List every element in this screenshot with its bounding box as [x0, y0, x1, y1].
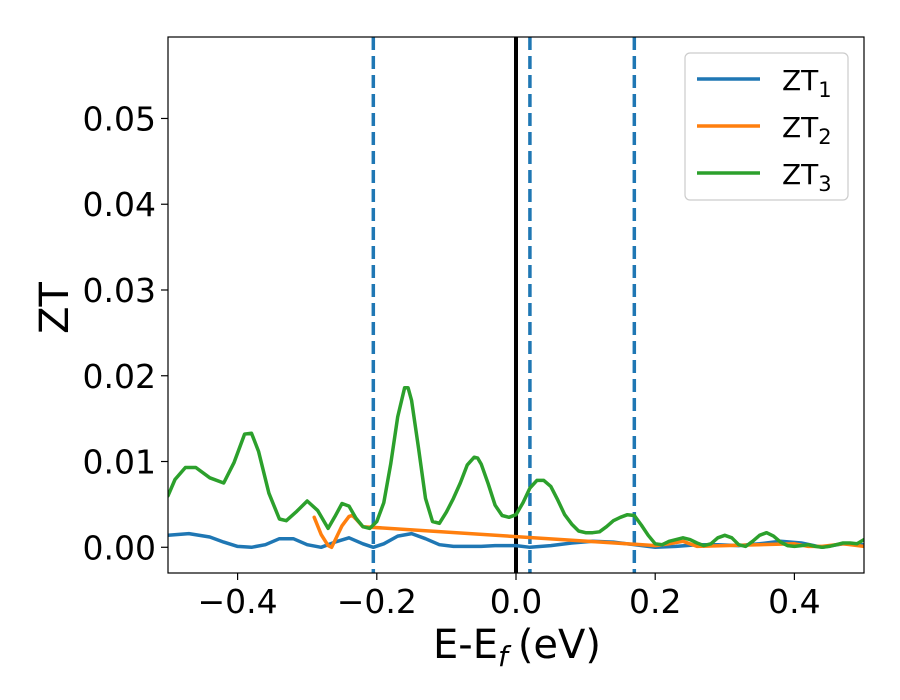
x-axis-label-unit: (eV) [518, 622, 601, 668]
y-axis-ticks: 0.00 0.01 0.02 0.03 0.04 0.05 [83, 99, 168, 567]
x-axis-ticks: −0.4 −0.2 0.0 0.2 0.4 [198, 573, 821, 621]
x-axis-label: E-Ef (eV) [433, 622, 601, 673]
legend-box [684, 52, 849, 201]
legend: ZT1 ZT2 ZT3 [684, 52, 849, 201]
x-tick-label: −0.2 [337, 582, 417, 621]
series-line-zt3 [168, 386, 864, 550]
legend-label-zt1: ZT1 [782, 64, 832, 102]
y-tick-label: 0.05 [83, 99, 156, 138]
y-tick-label: 0.02 [83, 357, 156, 396]
x-tick-label: 0.0 [490, 582, 542, 621]
y-axis-label: ZT [32, 282, 78, 334]
legend-label-zt3: ZT3 [782, 158, 832, 196]
x-tick-label: −0.4 [198, 582, 278, 621]
y-tick-label: 0.00 [83, 528, 156, 567]
reference-lines [371, 37, 637, 573]
x-tick-label: 0.4 [768, 582, 820, 621]
x-tick-label: 0.2 [629, 582, 681, 621]
y-tick-label: 0.01 [83, 443, 156, 482]
legend-label-zt2: ZT2 [782, 111, 832, 149]
y-tick-label: 0.03 [83, 271, 156, 310]
y-tick-label: 0.04 [83, 185, 156, 224]
series-lines [168, 386, 864, 550]
